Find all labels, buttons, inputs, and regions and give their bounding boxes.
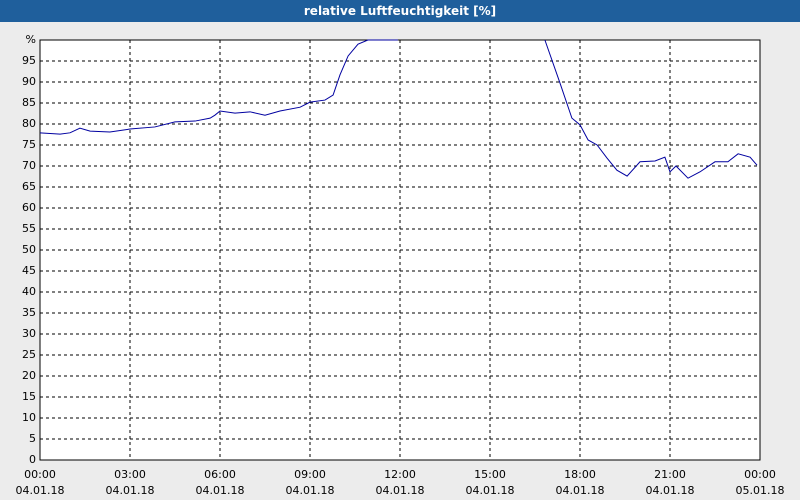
y-tick-label: 40 — [22, 285, 36, 298]
y-tick-label: 70 — [22, 159, 36, 172]
x-tick-date: 04.01.18 — [556, 484, 605, 497]
y-tick-label: 75 — [22, 138, 36, 151]
x-tick-label: 18:00 — [564, 468, 596, 481]
x-tick-label: 06:00 — [204, 468, 236, 481]
y-tick-label: 60 — [22, 201, 36, 214]
x-tick-label: 00:00 — [24, 468, 56, 481]
y-tick-label: 35 — [22, 306, 36, 319]
y-tick-label: 65 — [22, 180, 36, 193]
y-tick-label: 85 — [22, 96, 36, 109]
y-tick-label: 95 — [22, 54, 36, 67]
y-tick-label: 50 — [22, 243, 36, 256]
x-tick-date: 04.01.18 — [196, 484, 245, 497]
y-tick-label: 30 — [22, 327, 36, 340]
x-tick-date: 04.01.18 — [646, 484, 695, 497]
y-tick-label: 45 — [22, 264, 36, 277]
x-tick-date: 04.01.18 — [466, 484, 515, 497]
x-tick-date: 05.01.18 — [736, 484, 785, 497]
plot-border — [39, 39, 761, 461]
y-tick-label: 5 — [29, 432, 36, 445]
y-tick-label: 55 — [22, 222, 36, 235]
y-tick-label: % — [26, 33, 36, 46]
x-tick-label: 03:00 — [114, 468, 146, 481]
x-tick-date: 04.01.18 — [376, 484, 425, 497]
y-tick-label: 20 — [22, 369, 36, 382]
y-tick-label: 0 — [29, 453, 36, 466]
x-tick-label: 15:00 — [474, 468, 506, 481]
x-tick-label: 00:00 — [744, 468, 776, 481]
y-tick-label: 90 — [22, 75, 36, 88]
x-tick-date: 04.01.18 — [106, 484, 155, 497]
y-tick-label: 80 — [22, 117, 36, 130]
y-tick-label: 15 — [22, 390, 36, 403]
x-tick-date: 04.01.18 — [286, 484, 335, 497]
line — [39, 39, 758, 179]
x-tick-label: 09:00 — [294, 468, 326, 481]
chart-title: relative Luftfeuchtigkeit [%] — [0, 0, 800, 22]
y-tick-label: 10 — [22, 411, 36, 424]
x-tick-date: 04.01.18 — [16, 484, 65, 497]
y-tick-label: 25 — [22, 348, 36, 361]
x-tick-label: 12:00 — [384, 468, 416, 481]
x-tick-label: 21:00 — [654, 468, 686, 481]
